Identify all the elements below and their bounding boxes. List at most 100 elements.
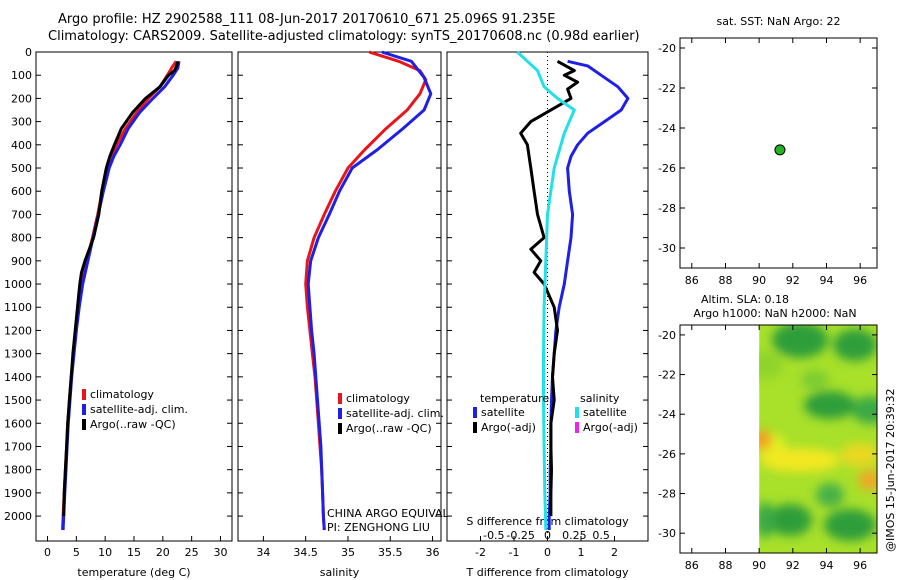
tdiff-tick-label: 0 [544, 546, 551, 559]
salinity-panel-frame [237, 51, 442, 542]
sst-map-ytick-label: -20 [658, 42, 676, 55]
sla-map-xtick-label: 96 [853, 559, 867, 572]
sla-heatmap-cell [759, 502, 775, 538]
sst-map-ytick-label: -26 [658, 162, 676, 175]
depth-tick-label: 500 [11, 162, 32, 175]
sla-heatmap-cell [833, 329, 877, 361]
sla-map-xtick-label: 90 [752, 559, 766, 572]
temperature-tick-label: 20 [156, 546, 170, 559]
sst-map-xtick-label: 94 [819, 274, 833, 287]
tdiff-tick-label: 2 [611, 546, 618, 559]
temperature-legend-label: Argo(..raw -QC) [90, 418, 176, 431]
depth-tick-label: 1700 [4, 440, 32, 453]
depth-tick-label: 900 [11, 255, 32, 268]
depth-tick-label: 2000 [4, 510, 32, 523]
sla-map-ytick-label: -20 [658, 329, 676, 342]
temperature-axis-label: temperature (deg C) [77, 566, 190, 579]
temperature-tick-label: 30 [213, 546, 227, 559]
sla-heatmap-cell [824, 509, 876, 541]
sla-heatmap-cell [816, 483, 844, 507]
difference-legend-swatch [473, 422, 477, 433]
sst-map-ytick-label: -24 [658, 122, 676, 135]
depth-tick-label: 1100 [4, 301, 32, 314]
salinity-tick-label: 35 [341, 546, 355, 559]
difference-T-argo-line [519, 59, 580, 517]
sst-map-xtick-label: 92 [786, 274, 800, 287]
depth-tick-label: 1000 [4, 278, 32, 291]
temperature-tick-label: 15 [127, 546, 141, 559]
depth-tick-label: 1500 [4, 394, 32, 407]
salinity-tick-label: 34.5 [293, 546, 318, 559]
temperature-legend-swatch [82, 389, 86, 400]
header-line-2: Climatology: CARS2009. Satellite-adjuste… [48, 29, 640, 44]
depth-tick-label: 200 [11, 92, 32, 105]
difference-legend-label: Argo(-adj) [481, 421, 536, 434]
difference-legend-title-salinity: salinity [580, 392, 620, 405]
sla-map-xtick-label: 92 [786, 559, 800, 572]
sla-map-title-2: Argo h1000: NaN h2000: NaN [693, 307, 856, 320]
salinity-axis-label: salinity [320, 566, 360, 579]
sst-map-title: sat. SST: NaN Argo: 22 [717, 15, 841, 28]
pi-institution-text: CHINA ARGO EQUIVALENT [327, 507, 471, 520]
difference-legend-swatch [575, 422, 579, 433]
salinity-legend-swatch [338, 408, 342, 419]
depth-tick-label: 0 [25, 46, 32, 59]
sla-map-ytick-label: -22 [658, 369, 676, 382]
sla-heatmap-cell [852, 396, 878, 424]
header-line-1: Argo profile: HZ 2902588_111 08-Jun-2017… [58, 12, 556, 27]
salinity-legend-label: Argo(..raw -QC) [346, 422, 432, 435]
sst-map-ytick-label: -28 [658, 202, 676, 215]
difference-legend-title-temperature: temperature [480, 392, 549, 405]
sla-map-xtick-label: 86 [685, 559, 699, 572]
sla-heatmap-cell [801, 370, 829, 390]
depth-tick-label: 600 [11, 185, 32, 198]
depth-tick-label: 300 [11, 116, 32, 129]
sla-heatmap-cell [772, 325, 828, 358]
depth-tick-label: 700 [11, 208, 32, 221]
temperature-tick-label: 25 [185, 546, 199, 559]
difference-legend-swatch [473, 407, 477, 418]
pi-name-text: PI: ZENGHONG LIU [327, 521, 430, 534]
depth-tick-label: 1400 [4, 371, 32, 384]
difference-legend-label: Argo(-adj) [583, 421, 638, 434]
sla-map-xtick-label: 94 [819, 559, 833, 572]
sdiff-tick-label: 0.25 [562, 529, 587, 542]
temperature-tick-label: 5 [73, 546, 80, 559]
sla-heatmap-group [759, 325, 878, 553]
argo-location-marker [774, 144, 786, 156]
sdiff-tick-label: -0.5 [483, 529, 504, 542]
sla-heatmap-cell [759, 351, 783, 379]
difference-S-satellite-line [516, 50, 576, 531]
sla-heatmap-blobs [759, 325, 878, 541]
sdiff-tick-label: -0.25 [506, 529, 534, 542]
salinity-tick-label: 35.5 [378, 546, 403, 559]
sla-heatmap-cell [804, 391, 856, 419]
tdiff-tick-label: -2 [475, 546, 486, 559]
sla-map-ytick-label: -30 [658, 527, 676, 540]
temperature-legend-swatch [82, 419, 86, 430]
salinity-legend-label: satellite-adj. clim. [346, 407, 444, 420]
sst-map-xtick-label: 90 [752, 274, 766, 287]
sla-map-ytick-label: -26 [658, 448, 676, 461]
depth-tick-label: 1900 [4, 487, 32, 500]
temperature-argo-line [62, 60, 180, 517]
depth-tick-label: 1600 [4, 417, 32, 430]
temperature-legend-swatch [82, 404, 86, 415]
depth-tick-label: 1200 [4, 324, 32, 337]
sst-map-xtick-label: 88 [718, 274, 732, 287]
sla-heatmap-cell [760, 448, 840, 472]
depth-tick-label: 1300 [4, 348, 32, 361]
depth-tick-label: 800 [11, 232, 32, 245]
sla-map-ytick-label: -28 [658, 488, 676, 501]
salinity-tick-label: 36 [426, 546, 440, 559]
salinity-legend-swatch [338, 393, 342, 404]
depth-tick-label: 400 [11, 139, 32, 152]
sla-heatmap-cell [759, 430, 772, 450]
temperature-panel-frame [35, 51, 233, 542]
tdiff-tick-label: 1 [578, 546, 585, 559]
tdiff-tick-label: -1 [509, 546, 520, 559]
temperature-legend-label: climatology [90, 388, 154, 401]
sla-map-frame [679, 324, 878, 554]
timestamp-label: @IMOS 15-Jun-2017 20:39:32 [884, 388, 897, 552]
